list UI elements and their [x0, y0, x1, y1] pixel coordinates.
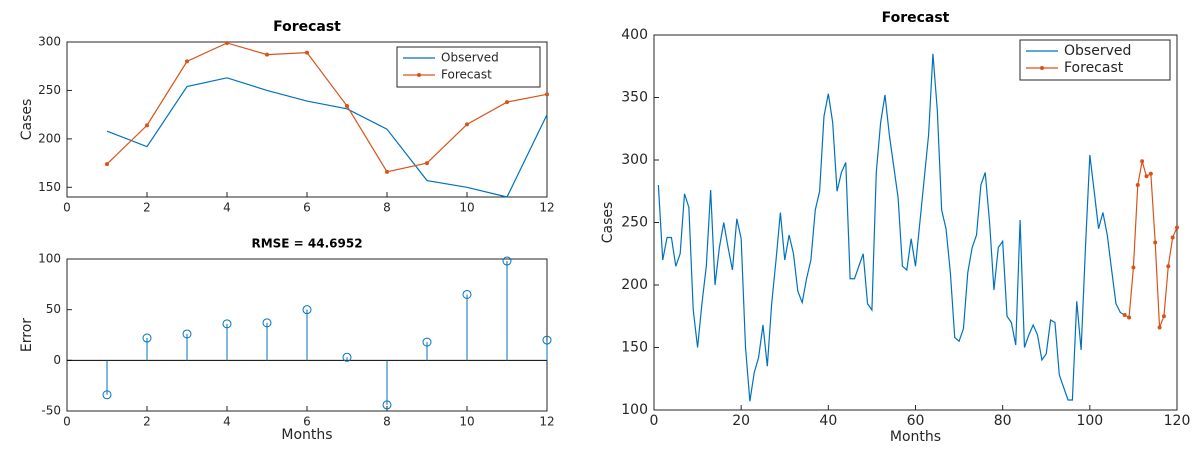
y-tick-label: 400: [621, 27, 648, 43]
marker: [1148, 171, 1153, 176]
marker: [225, 40, 229, 45]
marker: [222, 319, 232, 329]
legend-box: [396, 46, 541, 88]
legend-label: Observed: [1064, 43, 1131, 59]
marker: [1170, 235, 1175, 240]
x-tick-label: 0: [63, 415, 71, 429]
marker: [505, 100, 509, 105]
marker: [385, 169, 389, 174]
x-tick-label: 10: [459, 201, 474, 215]
x-tick-label: 2: [143, 201, 151, 215]
axes: 0 20 40 60 80 100 120 100 150 200 250 300 350 400 Fore…: [600, 10, 1190, 445]
x-tick-label: 10: [459, 415, 474, 429]
series-line: [657, 53, 1125, 402]
marker: [265, 52, 269, 57]
axes: 0 2 4 6 8 10 12 150 200 250 300 Forecast Cases Observ…: [19, 19, 555, 215]
legend-marker: [1040, 66, 1044, 70]
x-tick-label: 60: [907, 413, 925, 429]
x-tick-label: 120: [1164, 413, 1191, 429]
x-tick-label: 12: [539, 201, 554, 215]
x-tick-label: 20: [732, 413, 750, 429]
marker: [1157, 325, 1162, 330]
x-tick-label: 0: [63, 201, 71, 215]
x-tick-label: 40: [819, 413, 837, 429]
x-tick-label: 6: [303, 415, 311, 429]
marker: [142, 333, 152, 343]
marker: [1140, 159, 1145, 164]
x-tick-label: 2: [143, 415, 151, 429]
marker: [305, 50, 309, 55]
y-tick-label: 0: [53, 353, 61, 367]
y-axis-label: Error: [19, 318, 35, 352]
marker: [182, 329, 192, 339]
y-tick-label: 50: [46, 302, 61, 316]
marker: [502, 256, 512, 266]
x-axis-label: Months: [281, 427, 332, 443]
marker: [302, 305, 312, 315]
y-tick-label: 150: [38, 180, 61, 194]
y-tick-label: 100: [621, 402, 648, 418]
y-axis-label: Cases: [19, 99, 35, 141]
y-axis-label: Cases: [600, 202, 616, 244]
legend-label: Forecast: [441, 68, 492, 82]
y-tick-label: 250: [621, 215, 648, 231]
chart-title: Forecast: [273, 19, 341, 35]
marker: [1144, 174, 1149, 179]
x-tick-label: 8: [383, 201, 391, 215]
y-tick-label: 300: [621, 152, 648, 168]
y-tick-label: -50: [41, 404, 61, 418]
marker: [1135, 183, 1140, 187]
marker: [105, 162, 109, 167]
marker: [1122, 313, 1127, 317]
plot-area: [653, 34, 1178, 411]
legend-box: [1019, 39, 1171, 81]
marker: [1166, 264, 1171, 269]
marker: [102, 390, 112, 400]
y-tick-label: 150: [621, 340, 648, 356]
y-tick-label: 100: [38, 252, 61, 266]
marker: [262, 318, 272, 328]
y-tick-label: 300: [38, 35, 61, 49]
marker: [462, 289, 472, 299]
x-tick-label: 6: [303, 201, 311, 215]
marker: [1175, 225, 1179, 230]
legend-marker: [417, 73, 421, 77]
chart-title: RMSE = 44.6952: [251, 237, 362, 251]
series-line: [106, 77, 548, 198]
marker: [425, 161, 429, 166]
chart-title: Forecast: [882, 10, 950, 26]
marker: [185, 59, 189, 64]
x-tick-label: 12: [539, 415, 554, 429]
legend-label: Observed: [441, 51, 499, 65]
x-tick-label: 8: [383, 415, 391, 429]
marker: [145, 123, 149, 128]
y-tick-label: 250: [38, 83, 61, 97]
marker: [542, 335, 552, 345]
marker: [422, 337, 432, 347]
x-tick-label: 4: [223, 201, 231, 215]
x-tick-label: 0: [650, 413, 659, 429]
legend-label: Forecast: [1064, 60, 1124, 76]
marker: [345, 103, 349, 108]
marker: [545, 92, 549, 97]
y-tick-label: 200: [38, 131, 61, 145]
x-axis-label: Months: [890, 429, 941, 445]
marker: [1153, 240, 1158, 245]
x-tick-label: 4: [223, 415, 231, 429]
x-tick-label: 100: [1076, 413, 1103, 429]
legend: Observed Forecast: [396, 46, 541, 88]
marker: [1161, 314, 1166, 319]
marker: [382, 400, 392, 410]
marker: [465, 122, 469, 127]
marker: [342, 352, 352, 362]
x-tick-label: 80: [994, 413, 1012, 429]
series-line: [106, 42, 548, 173]
marker: [1131, 265, 1136, 270]
y-tick-label: 200: [621, 277, 648, 293]
y-tick-label: 350: [621, 90, 648, 106]
marker: [1127, 315, 1132, 320]
